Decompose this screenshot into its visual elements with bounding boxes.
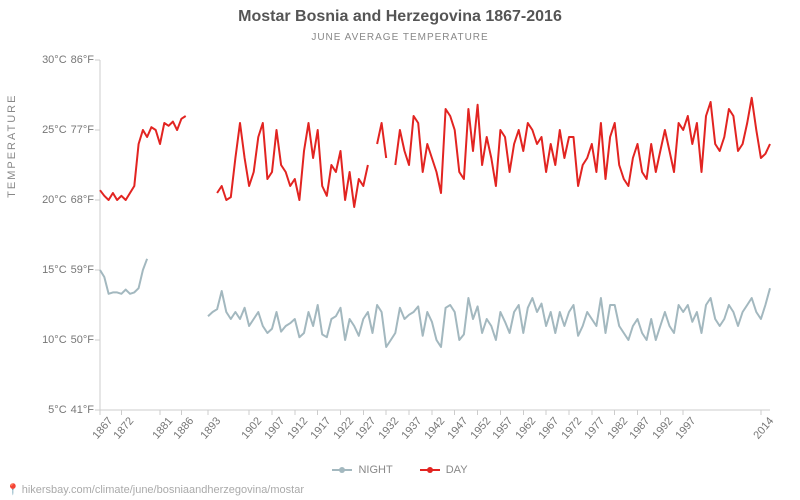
plot-area: 5°C41°F10°C50°F15°C59°F20°C68°F25°C77°F3…: [100, 60, 770, 410]
chart-title: Mostar Bosnia and Herzegovina 1867-2016: [0, 8, 800, 26]
y-tick: 30°C86°F: [42, 54, 100, 66]
legend: NIGHT DAY: [0, 462, 800, 476]
x-tick: 1872: [106, 410, 137, 442]
legend-swatch-night: [332, 469, 352, 471]
plot-svg: [100, 60, 770, 410]
y-axis-label: TEMPERATURE: [6, 94, 18, 198]
temperature-chart: Mostar Bosnia and Herzegovina 1867-2016 …: [0, 0, 800, 500]
y-tick: 20°C68°F: [42, 194, 100, 206]
legend-label-day: DAY: [446, 464, 468, 476]
map-pin-icon: 📍: [6, 484, 20, 496]
legend-label-night: NIGHT: [358, 464, 392, 476]
x-tick: 1997: [667, 410, 698, 442]
legend-item-day: DAY: [420, 464, 468, 476]
attribution: 📍hikersbay.com/climate/june/bosniaandher…: [6, 483, 304, 496]
y-tick: 25°C77°F: [42, 124, 100, 136]
x-tick: 1886: [166, 410, 197, 442]
legend-swatch-day: [420, 469, 440, 471]
x-tick: 2014: [745, 410, 776, 442]
attribution-text: hikersbay.com/climate/june/bosniaandherz…: [22, 484, 304, 496]
x-tick: 1893: [192, 410, 223, 442]
chart-subtitle: JUNE AVERAGE TEMPERATURE: [0, 32, 800, 43]
legend-item-night: NIGHT: [332, 464, 392, 476]
y-tick: 5°C41°F: [48, 404, 100, 416]
y-tick: 10°C50°F: [42, 334, 100, 346]
y-tick: 15°C59°F: [42, 264, 100, 276]
